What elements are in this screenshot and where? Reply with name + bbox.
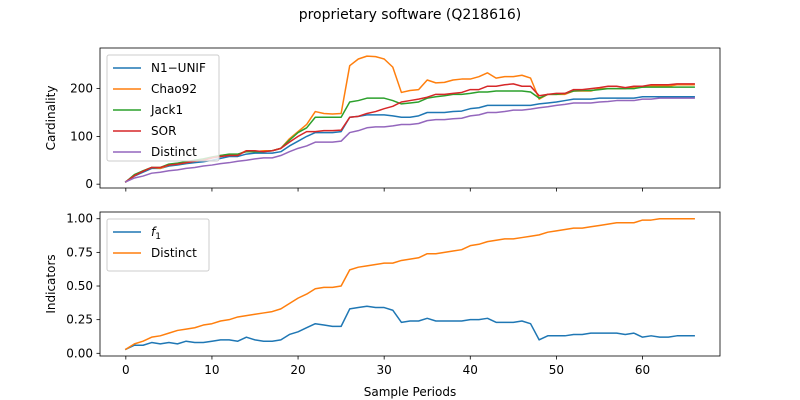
cardinality-panel: 0 100 200 Cardinality N1−UNIF Chao92 Jack1 SOR D… xyxy=(44,47,721,192)
y-axis-label: Cardinality xyxy=(44,86,58,151)
x-tick-label: 40 xyxy=(463,363,478,377)
series-line-f1 xyxy=(124,305,695,351)
axes-frame xyxy=(99,211,721,357)
legend-label: SOR xyxy=(151,124,176,138)
x-tick-label: 20 xyxy=(290,363,305,377)
series-line-n1-unif xyxy=(124,95,695,183)
legend-label: Distinct xyxy=(151,145,197,159)
x-tick-label: 60 xyxy=(635,363,650,377)
legend: N1−UNIF Chao92 Jack1 SOR Distinct xyxy=(106,54,220,162)
legend-frame xyxy=(106,218,210,272)
legend-label: Jack1 xyxy=(150,103,183,117)
series-line-sor xyxy=(124,83,695,183)
axes-frame xyxy=(99,47,721,189)
x-axis-label: Sample Periods xyxy=(364,385,456,399)
legend: f1 Distinct xyxy=(106,218,210,272)
indicators-panel: 0 10 20 30 40 50 60 0.00 0.25 0.50 0.75 1.00 Indicat… xyxy=(44,211,721,377)
y-tick-label: 0.75 xyxy=(66,245,93,259)
y-tick-label: 0.25 xyxy=(66,313,93,327)
x-tick-label: 10 xyxy=(204,363,219,377)
y-tick-label: 200 xyxy=(70,82,93,96)
legend-label: Distinct xyxy=(151,246,197,260)
y-tick-label: 0.00 xyxy=(66,346,93,360)
x-tick-label: 50 xyxy=(549,363,564,377)
y-tick-label: 0.50 xyxy=(66,279,93,293)
legend-label: N1−UNIF xyxy=(151,61,206,75)
legend-label: Chao92 xyxy=(151,82,197,96)
x-tick-label: 30 xyxy=(377,363,392,377)
series-line-distinct xyxy=(124,217,695,351)
figure-title: proprietary software (Q218616) xyxy=(299,7,522,23)
y-axis-label: Indicators xyxy=(44,254,58,313)
y-tick-label: 100 xyxy=(70,129,93,143)
x-tick-label: 0 xyxy=(122,363,130,377)
y-tick-label: 0 xyxy=(85,177,93,191)
legend-label: f1 xyxy=(151,225,161,242)
series-line-distinct xyxy=(124,97,695,183)
legend-frame xyxy=(106,54,220,162)
y-tick-label: 1.00 xyxy=(66,212,93,226)
series-line-jack1 xyxy=(124,86,695,183)
